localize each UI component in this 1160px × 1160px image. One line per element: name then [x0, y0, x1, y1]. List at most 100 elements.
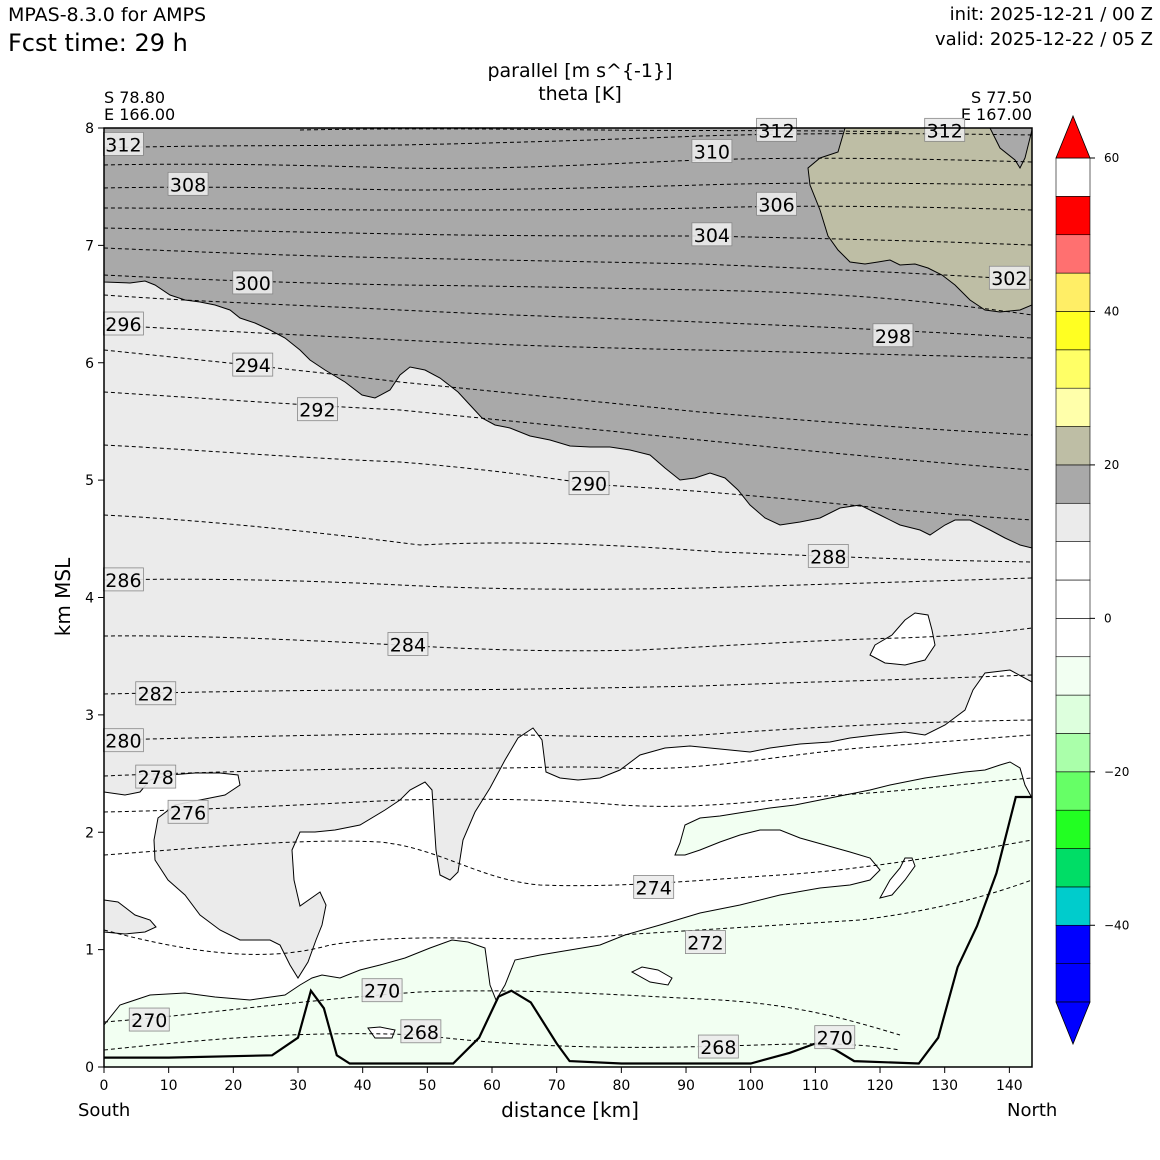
- theta-label-box: [232, 270, 274, 295]
- theta-label-box: [128, 1007, 170, 1032]
- theta-label-text: 286: [105, 570, 141, 592]
- colorbar-segment: [1055, 464, 1091, 504]
- theta-line-290: [104, 444, 1032, 521]
- terrain-line: [104, 795, 1032, 1065]
- x-tick-label: 120: [867, 1078, 894, 1094]
- theta-line-284: [104, 627, 1032, 652]
- x-tick-label: 40: [354, 1078, 372, 1094]
- theta-line-272: [104, 879, 1032, 955]
- wind-fill-layer: [104, 128, 1032, 1067]
- theta-label-box: [387, 632, 429, 656]
- x-tick-label: 90: [677, 1078, 695, 1094]
- theta-label-text: 268: [700, 1037, 736, 1059]
- x-tick-label: 10: [160, 1078, 178, 1094]
- theta-line-292: [104, 391, 1032, 471]
- theta-line-276: [104, 777, 1032, 813]
- colorbar-tick-label: 60: [1104, 151, 1119, 165]
- theta-label-282: 282: [135, 681, 177, 706]
- theta-label-text: 306: [758, 194, 794, 216]
- theta-label-box: [568, 471, 610, 496]
- theta-label-270: 270: [814, 1025, 856, 1050]
- theta-label-box: [697, 1034, 739, 1059]
- theta-line-286: [104, 577, 1032, 590]
- theta-label-text: 268: [403, 1022, 439, 1044]
- theta-label-text: 296: [105, 314, 141, 336]
- y-tick-label: 1: [85, 943, 94, 959]
- theta-label-268: 268: [697, 1034, 739, 1059]
- theta-label-box: [691, 139, 733, 163]
- theta-line-296: [104, 324, 1032, 359]
- theta-label-box: [135, 764, 177, 789]
- theta-label-text: 290: [571, 474, 607, 496]
- theta-label-text: 284: [390, 634, 426, 656]
- pale-green-region: [104, 761, 1032, 1067]
- x-axis-label: distance [km]: [501, 1098, 639, 1122]
- theta-label-text: 292: [299, 400, 335, 422]
- theta-label-box: [685, 930, 726, 954]
- y-tick-label: 7: [85, 238, 94, 254]
- theta-label-286: 286: [103, 567, 144, 592]
- theta-label-284: 284: [387, 632, 429, 656]
- x-tick-label: 110: [802, 1078, 829, 1094]
- white-patch-small: [630, 966, 673, 986]
- colorbar-segment: [1055, 924, 1091, 964]
- theta-label-box: [691, 222, 733, 247]
- theta-label-text: 272: [687, 933, 723, 955]
- theta-label-text: 282: [138, 684, 174, 706]
- theta-label-text: 270: [817, 1028, 853, 1050]
- colorbar-tick-label: 0: [1104, 611, 1112, 625]
- model-name: MPAS-8.3.0 for AMPS: [8, 4, 207, 26]
- south-label: South: [78, 1100, 131, 1121]
- theta-line-306: [104, 205, 1032, 211]
- x-tick-label: 30: [289, 1078, 307, 1094]
- theta-line-280: [104, 719, 1032, 741]
- theta-label-292: 292: [297, 397, 338, 422]
- init-time: init: 2025-12-21 / 00 Z: [949, 4, 1153, 25]
- theta-label-box: [807, 544, 849, 568]
- theta-label-304: 304: [691, 222, 733, 247]
- theta-label-box: [103, 311, 144, 336]
- colorbar: −40 −20 0 20 40 60: [1055, 114, 1129, 1046]
- theta-line-312: [104, 133, 1032, 149]
- theta-line-268: [104, 1033, 901, 1051]
- theta-label-text: 312: [927, 120, 963, 142]
- theta-label-272: 272: [685, 930, 726, 955]
- right-latitude: S 77.50: [970, 88, 1032, 107]
- colorbar-tick-label: −40: [1104, 918, 1129, 932]
- theta-label-text: 304: [694, 225, 730, 247]
- theta-line-302: [104, 247, 1032, 281]
- theta-label-296: 296: [103, 311, 144, 336]
- theta-label-text: 298: [875, 326, 911, 348]
- y-tick-label: 8: [85, 121, 94, 137]
- theta-label-text: 302: [991, 268, 1027, 290]
- theta-label-276: 276: [167, 799, 209, 824]
- colorbar-segment: [1055, 963, 1091, 1003]
- theta-label-box: [297, 397, 338, 422]
- theta-label-box: [232, 352, 274, 377]
- theta-label-270: 270: [128, 1007, 170, 1032]
- theta-label-270: 270: [361, 978, 403, 1003]
- theta-label-text: 274: [636, 877, 672, 899]
- theta-label-text: 276: [170, 802, 206, 824]
- theta-label-278: 278: [135, 764, 177, 789]
- colorbar-segment: [1055, 311, 1091, 351]
- left-longitude: E 166.00: [104, 105, 176, 124]
- x-tick-label: 140: [996, 1078, 1023, 1094]
- colorbar-segment: [1055, 809, 1091, 849]
- theta-label-298: 298: [872, 323, 914, 348]
- colorbar-segment: [1055, 886, 1091, 926]
- theta-label-text: 270: [131, 1010, 167, 1032]
- x-tick-label: 20: [224, 1078, 242, 1094]
- y-tick-label: 3: [85, 708, 94, 724]
- theta-label-box: [167, 799, 209, 824]
- theta-label-302: 302: [988, 265, 1030, 290]
- x-tick-label: 50: [418, 1078, 436, 1094]
- theta-line-294: [104, 349, 1032, 436]
- theta-label-text: 310: [694, 141, 730, 163]
- theta-label-text: 312: [758, 120, 794, 142]
- light-gray-region: [104, 128, 1032, 979]
- theta-label-text: 300: [235, 273, 271, 295]
- theta-label-310: 310: [691, 139, 733, 163]
- theta-label-290: 290: [568, 471, 610, 496]
